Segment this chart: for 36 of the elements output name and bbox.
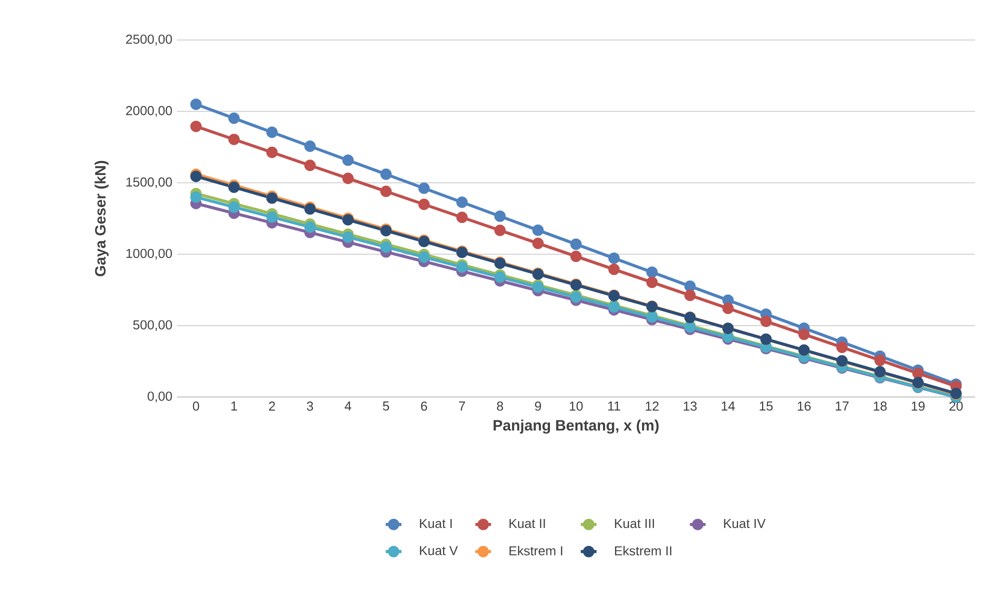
x-tick-label: 19 — [912, 402, 925, 411]
legend-label: Kuat V — [420, 546, 458, 556]
legend-label: Kuat III — [615, 519, 654, 528]
x-tick-label: 14 — [722, 402, 735, 410]
x-tick-label: 5 — [382, 402, 390, 411]
x-tick-label: 8 — [496, 402, 504, 411]
legend-label: Kuat I — [420, 519, 452, 528]
y-tick-label: 500,00 — [133, 320, 172, 331]
legend-label: Ekstrem II — [615, 546, 672, 556]
x-tick-label: 11 — [608, 402, 620, 410]
x-tick-label: 2 — [269, 402, 275, 411]
legend-label: Ekstrem I — [510, 546, 562, 556]
x-tick-label: 10 — [570, 402, 583, 411]
x-tick-label: 7 — [459, 402, 465, 410]
legend-label: Kuat II — [510, 519, 545, 528]
x-tick-label: 9 — [535, 402, 541, 411]
y-tick-label: 2500,00 — [126, 34, 172, 46]
x-tick-label: 13 — [684, 402, 697, 411]
y-tick-label: 0,00 — [148, 392, 172, 402]
legend-label: Kuat IV — [724, 519, 766, 528]
y-axis-title: Gaya Geser (kN) — [94, 160, 109, 276]
x-tick-label: 15 — [760, 402, 773, 411]
x-tick-label: 18 — [874, 402, 887, 411]
x-axis-title: Panjang Bentang, x (m) — [494, 420, 659, 434]
y-tick-label: 1000,00 — [126, 248, 172, 260]
x-tick-label: 3 — [306, 402, 314, 411]
x-tick-label: 16 — [798, 402, 811, 411]
y-tick-label: 1500,00 — [126, 177, 172, 188]
x-tick-label: 6 — [421, 402, 428, 411]
x-tick-label: 0 — [192, 402, 200, 411]
x-tick-label: 17 — [836, 402, 849, 410]
x-tick-label: 4 — [344, 402, 352, 410]
y-tick-label: 2000,00 — [126, 106, 172, 117]
x-tick-label: 20 — [949, 402, 963, 411]
x-tick-label: 12 — [646, 402, 659, 411]
x-tick-label: 1 — [231, 402, 237, 410]
